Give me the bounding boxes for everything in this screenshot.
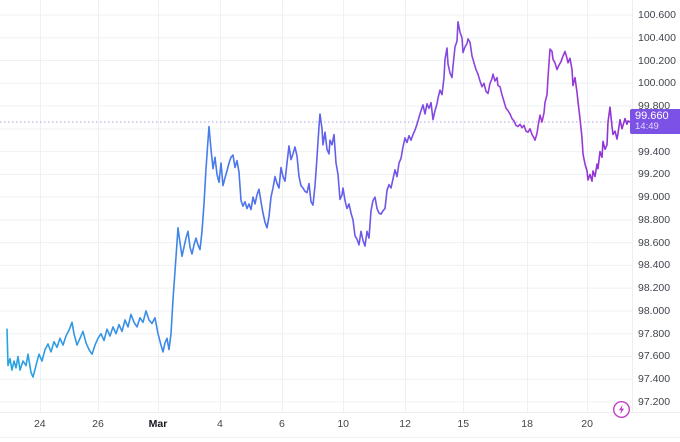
price-tick-label: 99.400 [638,145,671,158]
last-price-badge: 99.660 14:49 [630,109,680,135]
time-tick-label: 6 [278,418,285,430]
time-tick-label: 10 [337,418,350,430]
price-tick-label: 99.000 [638,191,671,204]
price-tick-label: 98.000 [638,304,671,317]
realtime-lightning-icon[interactable] [612,400,631,419]
price-tick-label: 100.000 [638,77,676,90]
price-tick-label: 97.800 [638,327,671,340]
price-tick-label: 98.600 [638,236,671,249]
time-tick-label: 20 [581,418,593,430]
price-tick-label: 100.200 [638,54,676,67]
price-tick-label: 99.800 [638,100,671,113]
time-tick-label: 26 [92,418,104,430]
price-tick-label: 98.200 [638,282,671,295]
price-tick-label: 98.400 [638,259,671,272]
price-tick-label: 100.400 [638,31,676,44]
time-tick-label: 18 [521,418,533,430]
time-tick-label: 15 [457,418,470,430]
price-scale[interactable]: 100.600100.400100.200100.00099.80099.600… [633,0,680,412]
lightning-bolt-icon [618,404,625,415]
price-series-line [6,21,631,378]
widget-bottom-border [0,437,680,438]
time-scale[interactable]: 24 26 Mar 4 6 10 12 15 18 20 [0,413,632,437]
last-price-time: 14:49 [635,121,659,133]
last-price-value: 99.660 [635,110,669,123]
price-tick-label: 97.400 [638,373,671,386]
time-tick-label: Mar [148,418,168,430]
price-tick-label: 97.200 [638,396,671,408]
time-tick-label: 4 [217,418,223,430]
price-tick-label: 100.600 [638,9,676,21]
time-scale-divider [0,412,680,413]
time-tick-label: 12 [399,418,411,430]
price-tick-label: 98.800 [638,213,671,226]
price-scale-divider [632,0,633,412]
chart-pane[interactable] [0,0,632,442]
price-tick-label: 97.600 [638,350,671,363]
price-tick-label: 99.200 [638,168,671,181]
time-tick-label: 24 [33,418,46,430]
